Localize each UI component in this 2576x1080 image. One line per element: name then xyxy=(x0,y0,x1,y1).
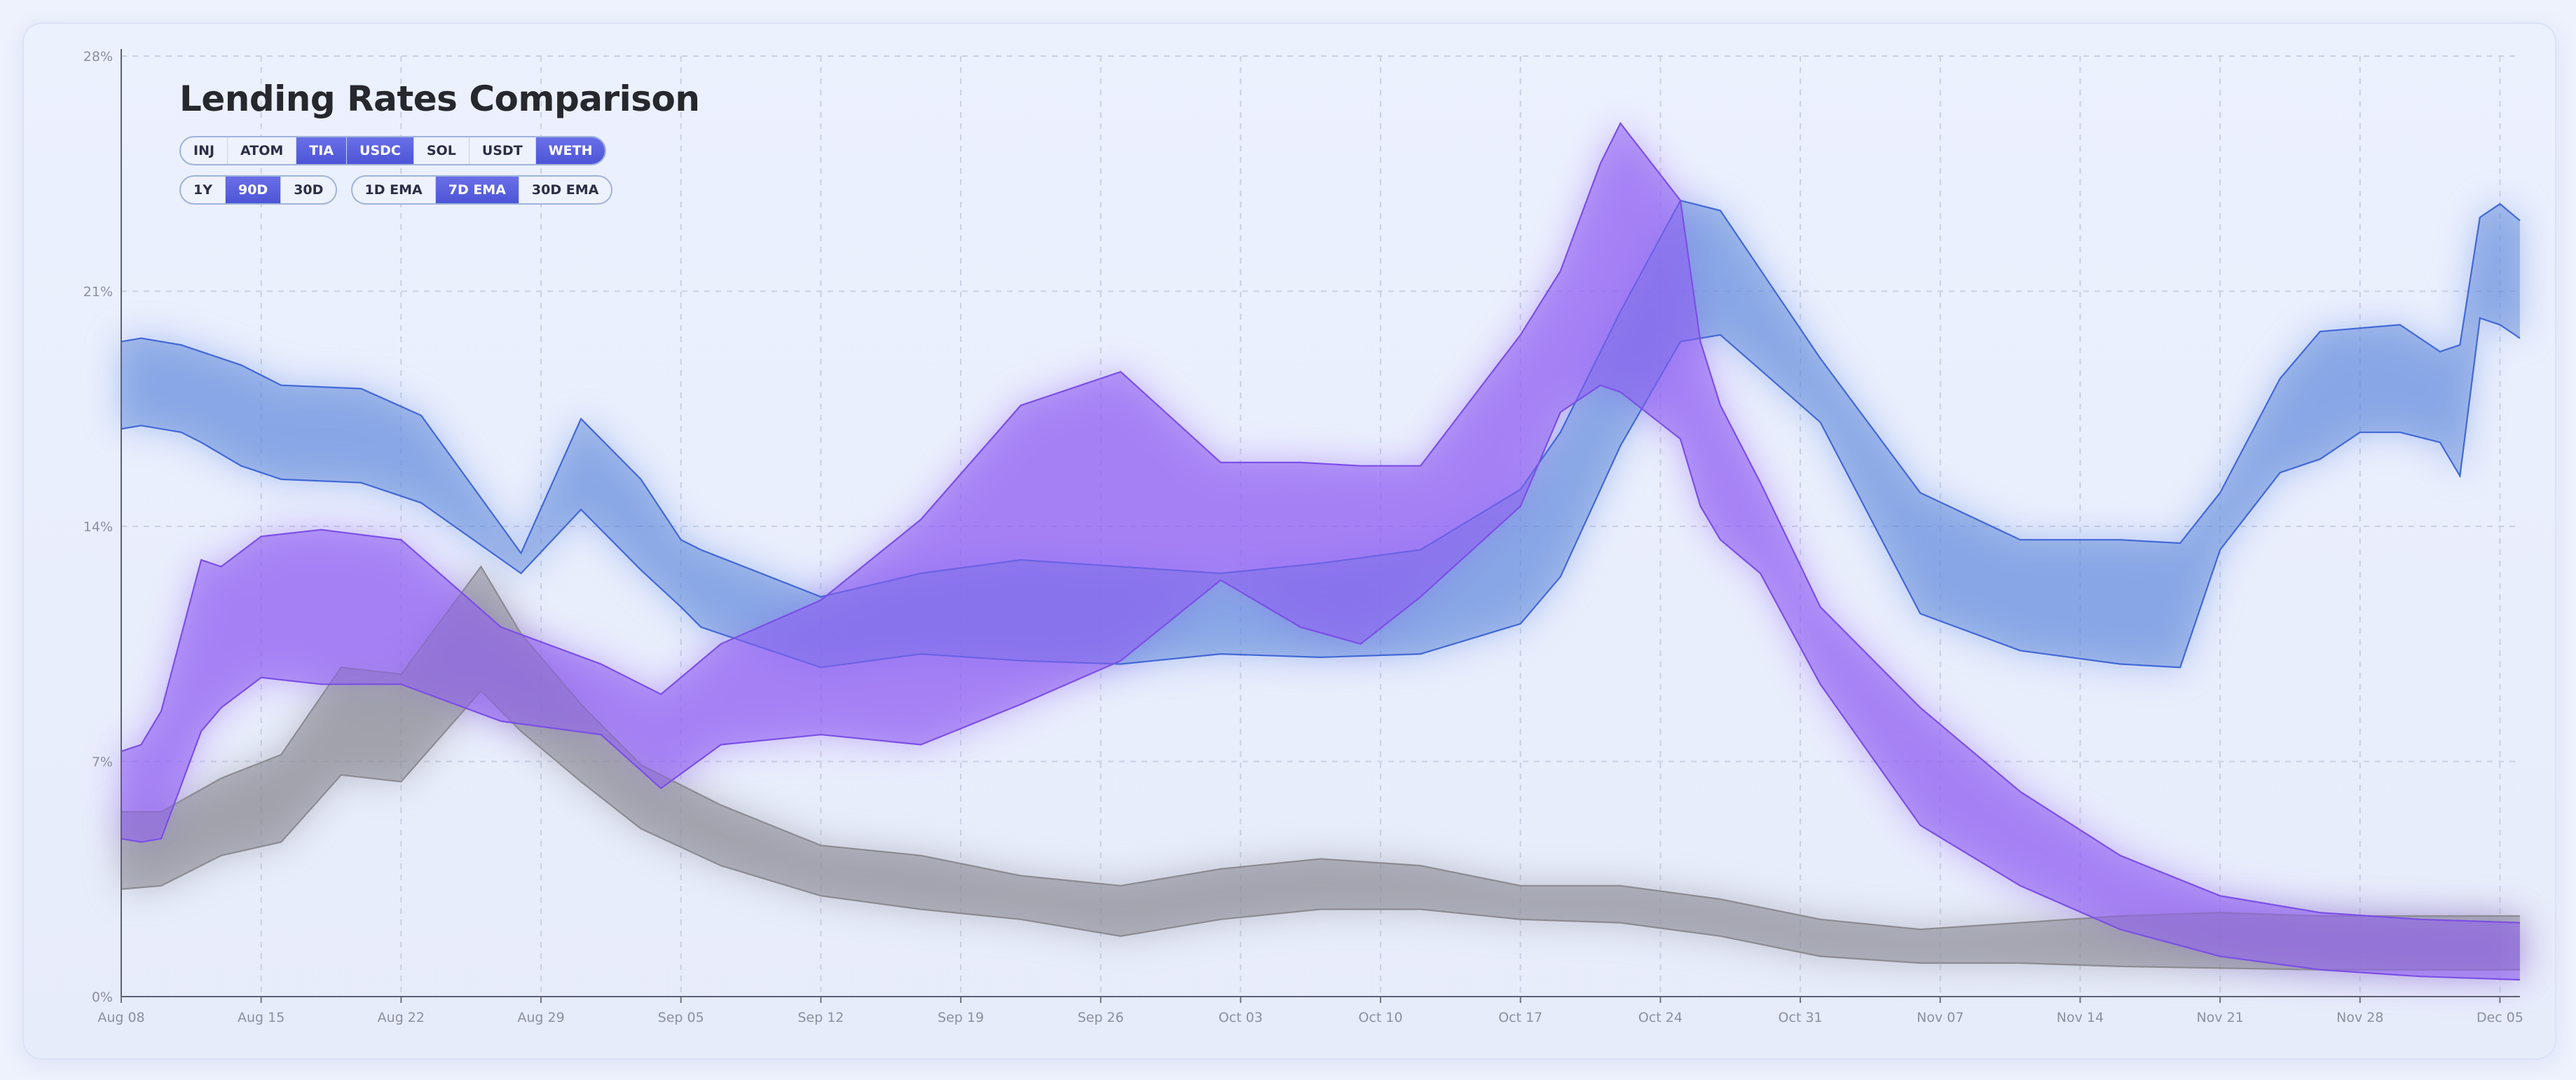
smoothing-toggle-7d-ema[interactable]: 7D EMA xyxy=(435,177,519,203)
asset-toggle-sol[interactable]: SOL xyxy=(414,137,470,164)
range-toggle-30d[interactable]: 30D xyxy=(294,182,324,198)
x-tick-label: Nov 21 xyxy=(2196,1010,2243,1025)
x-tick-label: Sep 05 xyxy=(658,1010,704,1025)
y-tick-label: 14% xyxy=(83,519,113,535)
x-tick-label: Aug 22 xyxy=(378,1010,425,1025)
y-tick-label: 28% xyxy=(83,49,113,64)
x-tick-label: Sep 12 xyxy=(797,1010,844,1025)
x-tick-label: Aug 15 xyxy=(238,1010,285,1025)
grid xyxy=(121,55,2520,997)
band-area-purple xyxy=(121,123,2520,980)
y-tick-label: 21% xyxy=(83,285,113,300)
x-tick-label: Sep 26 xyxy=(1078,1010,1124,1025)
x-tick-label: Oct 17 xyxy=(1498,1010,1542,1025)
band-area-blue xyxy=(121,200,2520,668)
range-selector: 1Y 90D 30D xyxy=(179,175,338,205)
x-tick-label: Dec 05 xyxy=(2476,1010,2523,1025)
smoothing-selector: 1D EMA 7D EMA 30D EMA xyxy=(350,175,613,205)
chart-title: Lending Rates Comparison xyxy=(179,78,700,119)
x-tick-label: Oct 24 xyxy=(1638,1010,1683,1025)
asset-toggle-usdc[interactable]: USDC xyxy=(347,137,414,164)
asset-toggle-weth[interactable]: WETH xyxy=(535,137,605,164)
x-tick-label: Oct 03 xyxy=(1219,1010,1263,1025)
x-tick-label: Aug 29 xyxy=(517,1010,564,1025)
bands xyxy=(121,121,2521,981)
asset-selector: INJ ATOM TIA USDC SOL USDT WETH xyxy=(179,136,607,165)
range-toggle-90d[interactable]: 90D xyxy=(225,177,282,203)
axes: 0% 7% 14% 21% 28% Aug 08 Aug 15 Aug 22 Aug 29 Sep… xyxy=(83,49,2523,1025)
asset-toggle-tia[interactable]: TIA xyxy=(296,137,348,164)
asset-toggle-inj[interactable]: INJ xyxy=(181,137,228,164)
smoothing-toggle-1d-ema[interactable]: 1D EMA xyxy=(352,177,436,203)
asset-toggle-usdt[interactable]: USDT xyxy=(470,137,536,164)
y-tick-label: 7% xyxy=(92,755,113,770)
smoothing-toggle-30d-ema[interactable]: 30D EMA xyxy=(531,182,599,198)
x-tick-label: Oct 31 xyxy=(1779,1010,1823,1025)
band-upper-line-purple xyxy=(121,121,2521,924)
y-tick-label: 0% xyxy=(92,990,113,1005)
x-tick-label: Oct 10 xyxy=(1359,1010,1403,1025)
x-tick-label: Sep 19 xyxy=(938,1010,984,1025)
range-toggle-1y[interactable]: 1Y xyxy=(181,177,226,203)
band-lower-line-gray xyxy=(121,690,2520,971)
band-lower-line-blue xyxy=(121,317,2521,669)
chart-controls: Lending Rates Comparison INJ ATOM TIA USDC S… xyxy=(179,78,700,214)
band-glow-blue xyxy=(121,200,2520,668)
asset-toggle-atom[interactable]: ATOM xyxy=(228,137,297,164)
x-tick-label: Nov 07 xyxy=(1917,1010,1964,1025)
x-tick-label: Nov 14 xyxy=(2057,1010,2104,1025)
x-tick-label: Aug 08 xyxy=(97,1010,144,1025)
x-tick-label: Nov 28 xyxy=(2336,1010,2383,1025)
band-lower-line-purple xyxy=(121,384,2521,981)
